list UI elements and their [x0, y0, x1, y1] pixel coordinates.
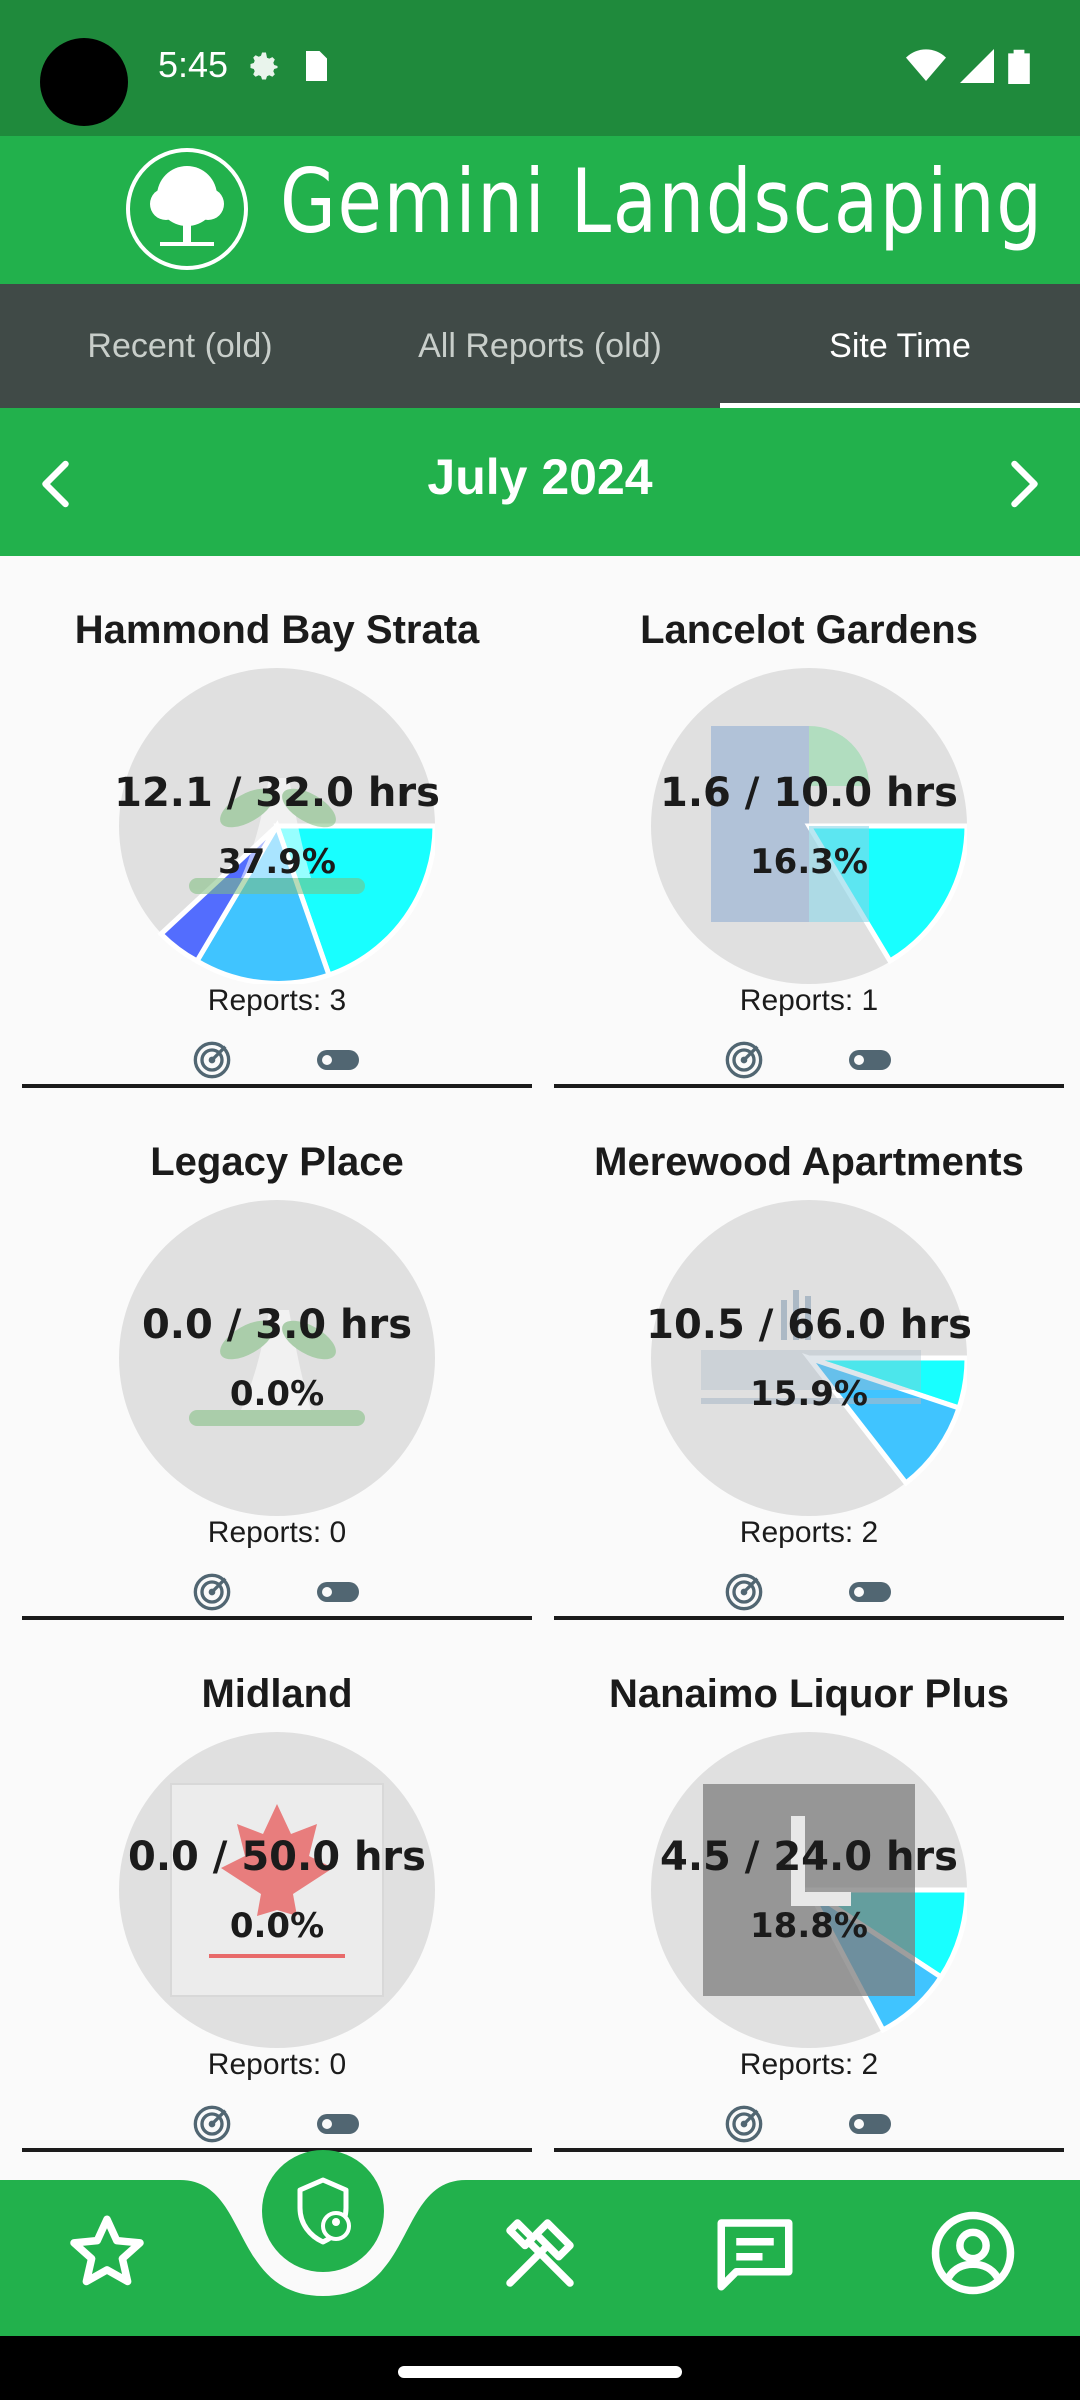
toggle-icon[interactable] [849, 2114, 891, 2134]
toggle-icon[interactable] [849, 1582, 891, 1602]
site-percent: 0.0% [229, 1374, 325, 1414]
site-card[interactable]: Nanaimo Liquor Plus 4.5 / 24.0 hrs 18.8%… [554, 1620, 1064, 2152]
site-card[interactable]: Lancelot Gardens 1.6 / 10.0 hrs 16.3% Re… [554, 556, 1064, 1088]
admin-fab-button[interactable] [262, 2150, 384, 2272]
site-reports-count: Reports: 3 [207, 984, 347, 1017]
tab-site-time[interactable]: Site Time [720, 284, 1080, 408]
toggle-icon[interactable] [317, 1582, 359, 1602]
tools-icon[interactable] [495, 2208, 585, 2298]
card-divider [22, 1616, 532, 1620]
site-percent: 0.0% [229, 1906, 325, 1946]
site-percent: 15.9% [750, 1374, 868, 1414]
bottom-navigation [0, 2150, 1080, 2336]
radar-icon[interactable] [724, 1572, 764, 1612]
app-title: Gemini Landscaping [280, 150, 1044, 253]
site-name: Legacy Place [150, 1140, 404, 1184]
site-reports-count: Reports: 0 [207, 1516, 347, 1549]
card-divider [22, 2148, 532, 2152]
card-divider [554, 1616, 1064, 1620]
next-month-icon[interactable] [992, 454, 1052, 514]
site-card[interactable]: Midland 0.0 / 50.0 hrs 0.0% Reports: 0 [22, 1620, 532, 2152]
site-reports-count: Reports: 2 [739, 1516, 879, 1549]
app-header: Gemini Landscaping [0, 136, 1080, 284]
camera-cutout [40, 38, 128, 126]
site-name: Nanaimo Liquor Plus [608, 1672, 1010, 1716]
home-gesture-bar[interactable] [398, 2366, 682, 2378]
settings-icon [250, 52, 278, 80]
site-reports-count: Reports: 0 [207, 2048, 347, 2081]
site-name: Lancelot Gardens [640, 608, 978, 652]
previous-month-icon[interactable] [28, 454, 88, 514]
site-name: Merewood Apartments [594, 1140, 1024, 1184]
chat-icon[interactable] [710, 2208, 800, 2298]
site-time-pie-chart [119, 668, 435, 984]
site-time-pie-chart [651, 1200, 967, 1516]
radar-icon[interactable] [192, 1040, 232, 1080]
site-hours: 12.1 / 32.0 hrs [114, 770, 440, 816]
star-icon[interactable] [62, 2208, 152, 2298]
system-navigation-bar [0, 2336, 1080, 2400]
site-hours: 0.0 / 50.0 hrs [128, 1834, 426, 1880]
site-card[interactable]: Merewood Apartments 10.5 / 66.0 hrs 15.9… [554, 1088, 1064, 1620]
toggle-icon[interactable] [849, 1050, 891, 1070]
sd-card-icon [306, 51, 327, 81]
site-card[interactable]: Hammond Bay Strata 12.1 / 32.0 hrs 37.9%… [22, 556, 532, 1088]
site-card[interactable]: Legacy Place 0.0 / 3.0 hrs 0.0% Reports:… [22, 1088, 532, 1620]
site-hours: 4.5 / 24.0 hrs [660, 1834, 958, 1880]
tab-recent-old[interactable]: Recent (old) [87, 326, 273, 365]
site-percent: 16.3% [750, 842, 868, 882]
toggle-icon[interactable] [317, 2114, 359, 2134]
month-selector: July 2024 [0, 408, 1080, 556]
status-bar: 5:45 [0, 0, 1080, 136]
status-time: 5:45 [158, 44, 229, 85]
card-divider [554, 1084, 1064, 1088]
site-hours: 10.5 / 66.0 hrs [646, 1302, 972, 1348]
site-percent: 37.9% [218, 842, 336, 882]
site-time-pie-chart [119, 1732, 435, 2048]
signal-icon [960, 49, 994, 83]
site-name: Hammond Bay Strata [74, 608, 480, 652]
site-grid: Hammond Bay Strata 12.1 / 32.0 hrs 37.9%… [0, 556, 1080, 2180]
site-percent: 18.8% [750, 1906, 868, 1946]
site-hours: 1.6 / 10.0 hrs [660, 770, 958, 816]
site-time-pie-chart [651, 1732, 967, 2048]
tab-bar: Recent (old) All Reports (old) Site Time [0, 284, 1080, 408]
wifi-icon [906, 49, 946, 81]
battery-icon [1008, 49, 1030, 84]
month-label: July 2024 [427, 449, 653, 505]
radar-icon[interactable] [192, 1572, 232, 1612]
radar-icon[interactable] [724, 1040, 764, 1080]
site-hours: 0.0 / 3.0 hrs [141, 1302, 413, 1348]
tab-all-reports-old[interactable]: All Reports (old) [418, 326, 662, 365]
site-time-pie-chart [651, 668, 967, 984]
radar-icon[interactable] [724, 2104, 764, 2144]
site-reports-count: Reports: 2 [739, 2048, 879, 2081]
account-icon[interactable] [928, 2208, 1018, 2298]
tree-logo [126, 148, 248, 270]
card-divider [22, 1084, 532, 1088]
site-reports-count: Reports: 1 [739, 984, 879, 1017]
card-divider [554, 2148, 1064, 2152]
site-name: Midland [201, 1672, 353, 1716]
site-time-pie-chart [119, 1200, 435, 1516]
toggle-icon[interactable] [317, 1050, 359, 1070]
radar-icon[interactable] [192, 2104, 232, 2144]
admin-shield-icon [297, 2177, 351, 2245]
